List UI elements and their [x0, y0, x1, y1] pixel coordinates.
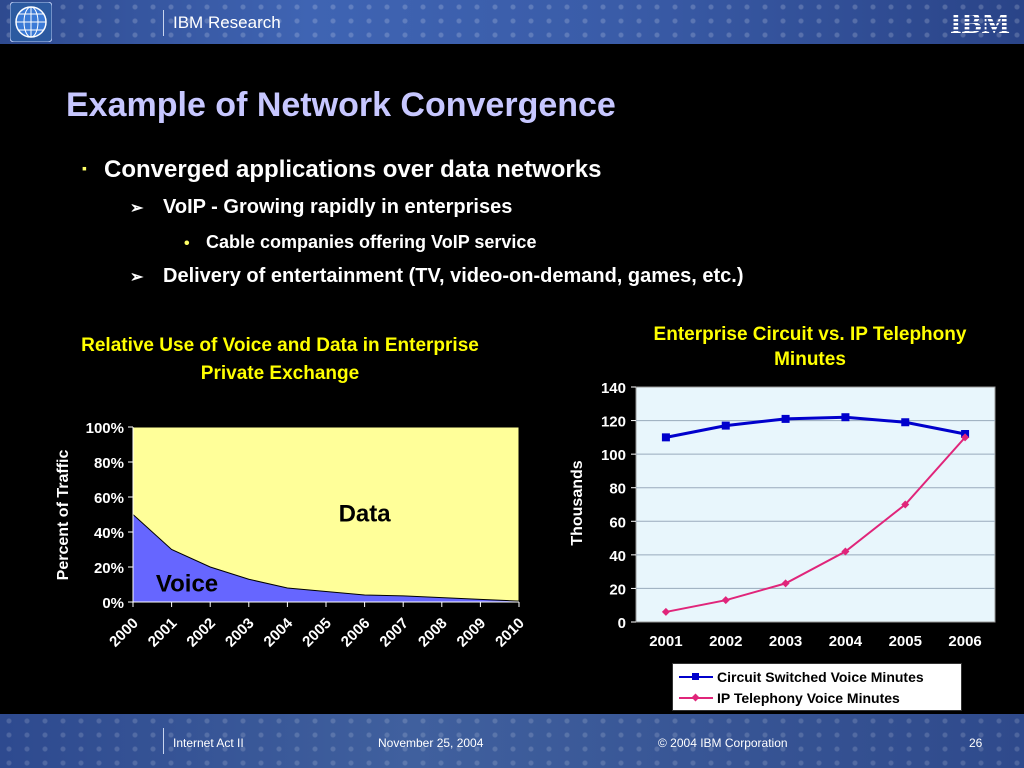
series-line-ip — [665, 436, 966, 613]
data-point-circuit — [661, 433, 670, 442]
footer-copyright: © 2004 IBM Corporation — [658, 736, 788, 750]
x-tick-label: 2005 — [889, 633, 922, 650]
x-tick-label: 2009 — [454, 615, 490, 651]
x-tick-label: 2003 — [769, 633, 802, 650]
y-tick-label: 60 — [609, 514, 626, 531]
x-tick-label: 2001 — [145, 615, 181, 651]
plot-area — [635, 386, 996, 623]
bullet-text: Converged applications over data network… — [104, 156, 602, 183]
x-tick-label: 2003 — [222, 615, 258, 651]
y-tick-label: 100% — [86, 420, 124, 437]
y-axis-label: Thousands — [569, 460, 586, 545]
legend-item-ip: IP Telephony Voice Minutes — [679, 688, 900, 708]
arrow-bullet-icon: ➢ — [130, 200, 144, 217]
y-tick-label: 0 — [618, 615, 626, 632]
arrow-bullet-icon: ➢ — [130, 269, 144, 286]
legend-swatch-circuit — [679, 667, 713, 687]
square-bullet-icon: ▪ — [82, 160, 87, 176]
bullet-4: ➢ Delivery of entertainment (TV, video-on… — [130, 265, 744, 288]
y-tick-label: 60% — [94, 490, 124, 507]
area-chart-title: Relative Use of Voice and Data in Enterp… — [81, 335, 479, 384]
slide-title: Example of Network Convergence — [66, 86, 616, 124]
header-bar: IBM Research IBM — [0, 0, 1024, 44]
x-tick-label: 2010 — [492, 615, 528, 651]
x-tick-label: 2002 — [183, 615, 219, 651]
x-tick-label: 2008 — [415, 615, 451, 651]
y-tick-label: 20% — [94, 560, 124, 577]
footer-date: November 25, 2004 — [378, 736, 484, 750]
x-tick-label: 2000 — [106, 615, 142, 651]
y-tick-label: 20 — [609, 581, 626, 598]
x-tick-label: 2005 — [299, 615, 335, 651]
bullet-2: ➢ VoIP - Growing rapidly in enterprises — [130, 196, 512, 219]
voice-series-label: Voice — [156, 571, 218, 598]
line-chart-legend: Circuit Switched Voice Minutes IP Teleph… — [672, 663, 962, 711]
y-tick-label: 120 — [601, 414, 626, 431]
x-tick-label: 2001 — [649, 633, 682, 650]
x-tick-label: 2006 — [338, 615, 374, 651]
footer-pattern — [0, 714, 1024, 768]
y-axis-label: Percent of Traffic — [55, 450, 72, 581]
legend-swatch-ip — [679, 688, 713, 708]
footer-page-number: 26 — [969, 736, 983, 750]
y-tick-label: 40% — [94, 525, 124, 542]
data-point-circuit — [781, 414, 790, 423]
legend-label: IP Telephony Voice Minutes — [717, 690, 900, 706]
y-tick-label: 80 — [609, 481, 626, 498]
bullet-text: Delivery of entertainment (TV, video-on-… — [163, 265, 744, 287]
legend-label: Circuit Switched Voice Minutes — [717, 669, 924, 685]
series-line-circuit — [665, 415, 966, 439]
ibm-logo-text: IBM — [950, 7, 1010, 37]
y-tick-label: 40 — [609, 548, 626, 565]
footer-divider — [163, 728, 164, 754]
data-point-ip — [661, 607, 670, 616]
x-tick-label: 2004 — [261, 614, 297, 650]
header-pattern — [0, 0, 1024, 44]
data-point-ip — [901, 500, 910, 509]
data-point-ip — [961, 433, 970, 442]
dot-bullet-icon: • — [184, 235, 190, 252]
data-point-ip — [841, 547, 850, 556]
globe-icon — [10, 2, 52, 42]
bullet-text: VoIP - Growing rapidly in enterprises — [163, 196, 513, 218]
voice-area — [132, 513, 520, 603]
header-divider — [163, 10, 164, 36]
data-point-circuit — [901, 418, 910, 427]
y-tick-label: 140 — [601, 380, 626, 397]
y-tick-label: 100 — [601, 447, 626, 464]
y-tick-label: 0% — [102, 595, 124, 612]
footer-event: Internet Act II — [173, 736, 244, 750]
bullet-text: Cable companies offering VoIP service — [206, 232, 537, 252]
data-point-circuit — [721, 421, 730, 430]
data-point-ip — [721, 596, 730, 605]
x-tick-label: 2004 — [829, 633, 863, 650]
x-tick-label: 2002 — [709, 633, 742, 650]
y-tick-label: 80% — [94, 455, 124, 472]
data-point-circuit — [841, 413, 850, 422]
header-org: IBM Research — [173, 13, 281, 32]
x-tick-label: 2007 — [376, 615, 412, 651]
bullet-1: ▪ Converged applications over data networ… — [82, 156, 601, 184]
footer-bar: Internet Act II November 25, 2004 © 2004… — [0, 714, 1024, 768]
data-point-ip — [781, 579, 790, 588]
data-series-label: Data — [339, 501, 392, 528]
bullet-3: • Cable companies offering VoIP service — [184, 232, 536, 253]
legend-item-circuit: Circuit Switched Voice Minutes — [679, 667, 924, 687]
x-tick-label: 2006 — [948, 633, 981, 650]
line-chart-title: Enterprise Circuit vs. IP Telephony Minu… — [653, 324, 967, 370]
ibm-logo: IBM — [950, 7, 1010, 37]
